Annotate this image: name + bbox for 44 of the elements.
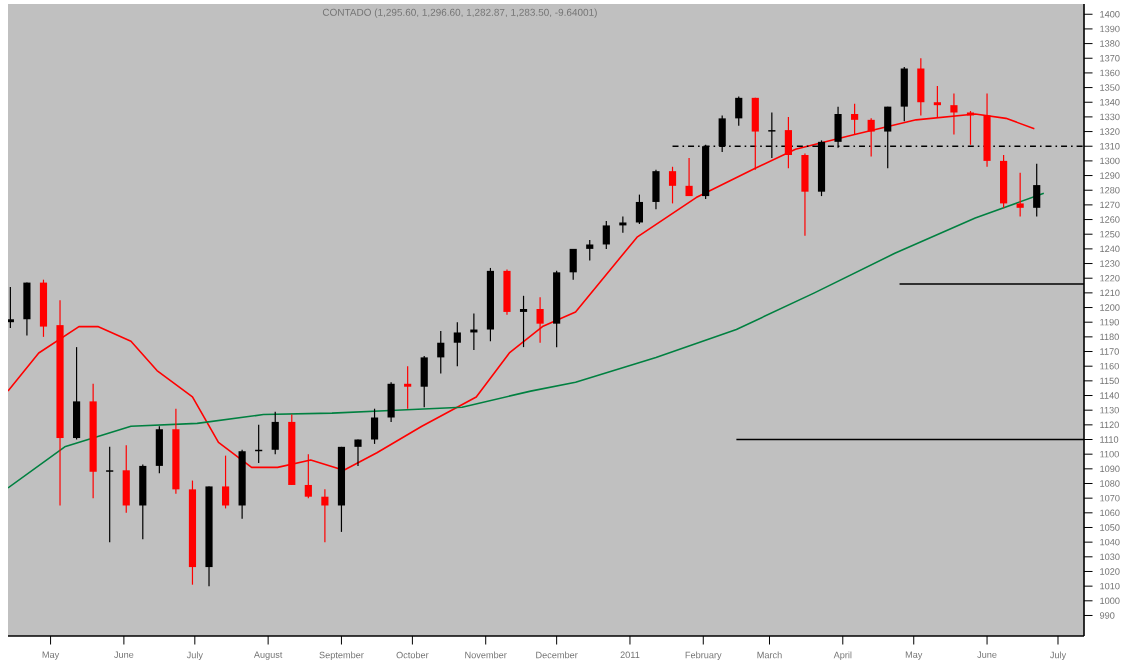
candlestick [122, 444, 130, 514]
candlestick [238, 449, 246, 520]
candlestick [420, 355, 428, 408]
candlestick [917, 57, 925, 117]
candlestick [205, 485, 213, 587]
candlestick [685, 157, 693, 197]
candlestick [486, 267, 495, 342]
candlestick [735, 95, 743, 127]
candlestick [139, 463, 147, 540]
candlestick [619, 216, 627, 234]
candlestick [503, 268, 511, 316]
candlestick [453, 321, 461, 367]
candlestick [635, 194, 643, 225]
candlestick [155, 425, 163, 474]
candlestick [221, 455, 230, 510]
candlestick [39, 279, 48, 338]
candlestick [106, 446, 114, 543]
candlestick [553, 270, 561, 348]
candlestick [1000, 154, 1008, 209]
candlestick [387, 381, 395, 423]
candlestick [337, 446, 346, 533]
candlestick [89, 383, 97, 499]
candlestick [354, 438, 362, 467]
candlestick [668, 166, 677, 205]
candlestick [569, 248, 577, 281]
candlestick [652, 169, 660, 210]
candlestick [519, 295, 528, 348]
candlestick [370, 408, 379, 445]
candlestick [8, 286, 14, 329]
candlestick [23, 282, 31, 336]
candlestick [271, 411, 279, 455]
candlestick [404, 365, 412, 410]
candlestick [188, 479, 197, 586]
candlestick [172, 408, 180, 495]
candlestick [801, 152, 809, 237]
candlestick [437, 330, 445, 375]
candlestick [1033, 163, 1041, 218]
candlestick [72, 346, 81, 441]
candlestick [602, 220, 610, 250]
candlestick [536, 296, 544, 344]
line-series [8, 192, 1045, 489]
candlestick [586, 239, 594, 262]
candlestick [1016, 172, 1024, 218]
candlestick [900, 66, 908, 122]
